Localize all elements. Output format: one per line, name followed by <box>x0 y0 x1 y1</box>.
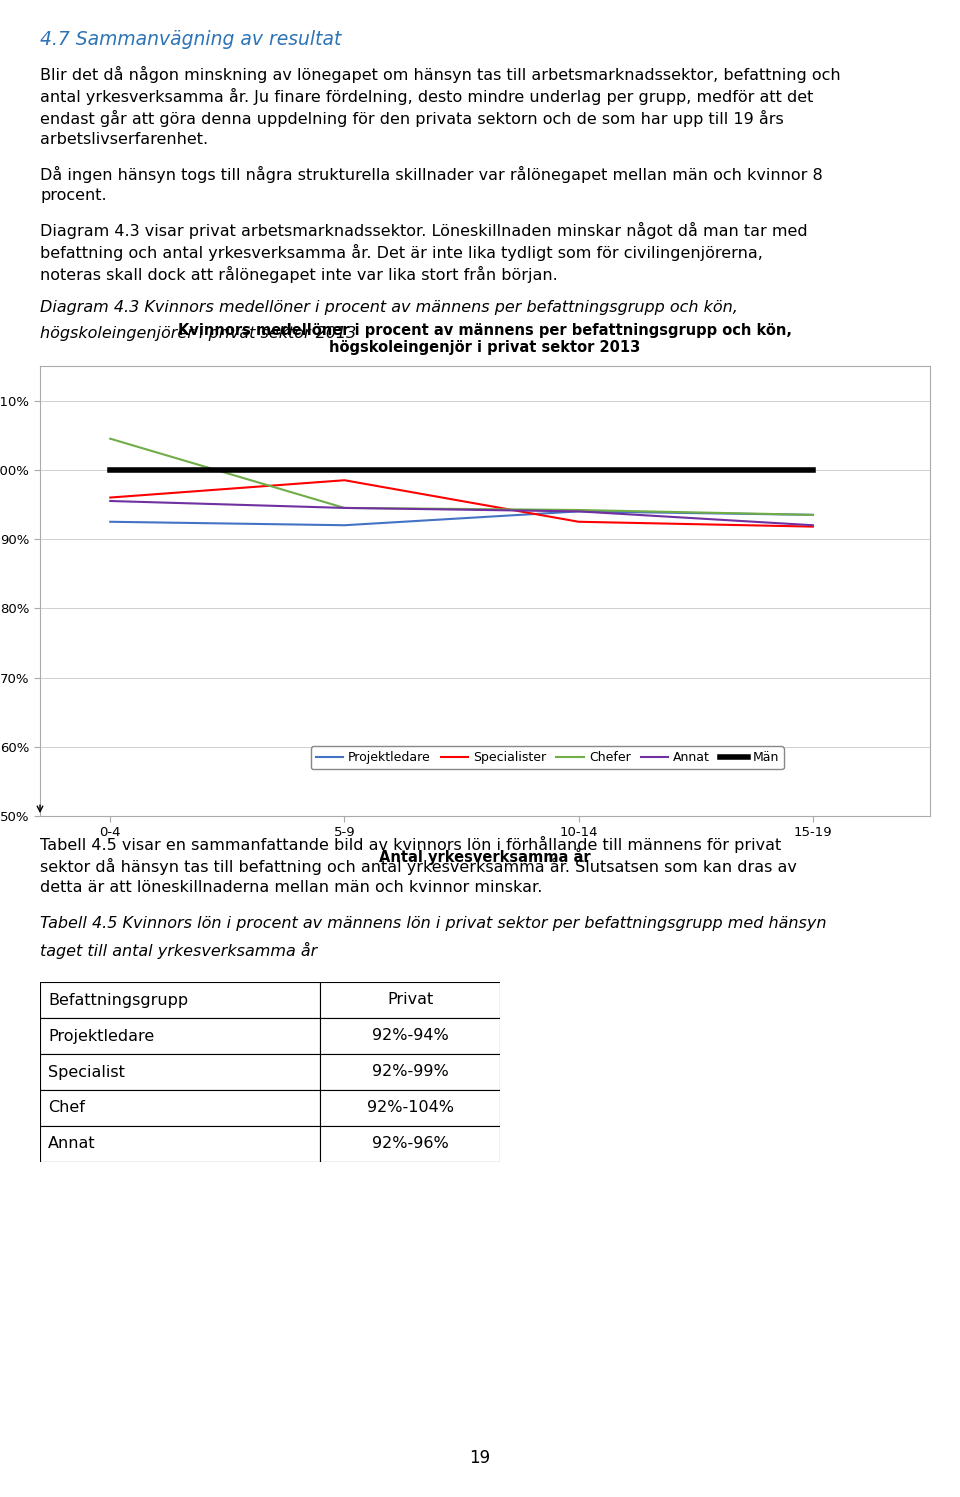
Text: Chef: Chef <box>48 1100 84 1115</box>
Projektledare <box>573 503 585 521</box>
Män <box>573 461 585 479</box>
Män <box>339 461 350 479</box>
Text: Projektledare: Projektledare <box>48 1028 155 1043</box>
Text: taget till antal yrkesverksamma år: taget till antal yrkesverksamma år <box>40 942 317 960</box>
Text: Då ingen hänsyn togs till några strukturella skillnader var rålönegapet mellan m: Då ingen hänsyn togs till några struktur… <box>40 166 823 183</box>
Bar <box>40 982 320 1018</box>
Projektledare <box>807 506 819 524</box>
Bar <box>320 982 500 1018</box>
Projektledare <box>105 513 116 531</box>
Title: Kvinnors medellöner i procent av männens per befattningsgrupp och kön,
högskolei: Kvinnors medellöner i procent av männens… <box>178 323 792 355</box>
Chefer <box>807 506 819 524</box>
Bar <box>320 1018 500 1054</box>
Annat <box>105 493 116 510</box>
Bar <box>40 1054 320 1090</box>
Chefer <box>339 499 350 516</box>
Text: Specialist: Specialist <box>48 1064 125 1079</box>
Text: Tabell 4.5 visar en sammanfattande bild av kvinnors lön i förhållande till männe: Tabell 4.5 visar en sammanfattande bild … <box>40 835 781 853</box>
Text: 92%-94%: 92%-94% <box>372 1028 448 1043</box>
Legend: Projektledare, Specialister, Chefer, Annat, Män: Projektledare, Specialister, Chefer, Ann… <box>311 746 784 769</box>
Text: 92%-104%: 92%-104% <box>367 1100 453 1115</box>
Text: noteras skall dock att rålönegapet inte var lika stort från början.: noteras skall dock att rålönegapet inte … <box>40 266 558 283</box>
Text: sektor då hänsyn tas till befattning och antal yrkesverksamma år. Slutsatsen som: sektor då hänsyn tas till befattning och… <box>40 858 797 876</box>
Text: 19: 19 <box>469 1449 491 1467</box>
Line: Annat: Annat <box>110 501 813 525</box>
Text: Privat: Privat <box>387 993 433 1007</box>
Annat <box>339 499 350 516</box>
Text: detta är att löneskillnaderna mellan män och kvinnor minskar.: detta är att löneskillnaderna mellan män… <box>40 880 542 895</box>
Projektledare <box>339 516 350 534</box>
Text: arbetslivserfarenhet.: arbetslivserfarenhet. <box>40 132 208 147</box>
Män <box>807 461 819 479</box>
Text: högskoleingenjörer i privat sektor 2013: högskoleingenjörer i privat sektor 2013 <box>40 326 356 341</box>
X-axis label: Antal yrkesverksamma år: Antal yrkesverksamma år <box>379 847 590 865</box>
Chefer <box>573 501 585 519</box>
Text: 92%-96%: 92%-96% <box>372 1136 448 1151</box>
Line: Chefer: Chefer <box>110 439 813 515</box>
Bar <box>320 1054 500 1090</box>
Line: Projektledare: Projektledare <box>110 512 813 525</box>
Text: antal yrkesverksamma år. Ju finare fördelning, desto mindre underlag per grupp, : antal yrkesverksamma år. Ju finare förde… <box>40 88 813 105</box>
Bar <box>40 1090 320 1126</box>
Annat <box>573 503 585 521</box>
Text: Diagram 4.3 Kvinnors medellöner i procent av männens per befattningsgrupp och kö: Diagram 4.3 Kvinnors medellöner i procen… <box>40 299 738 314</box>
Chefer <box>105 430 116 448</box>
Specialister <box>573 513 585 531</box>
Bar <box>320 1090 500 1126</box>
Bar <box>40 1126 320 1162</box>
Text: 4.7 Sammanvägning av resultat: 4.7 Sammanvägning av resultat <box>40 30 342 49</box>
Text: Blir det då någon minskning av lönegapet om hänsyn tas till arbetsmarknadssektor: Blir det då någon minskning av lönegapet… <box>40 66 841 82</box>
Specialister <box>807 518 819 536</box>
Annat <box>807 516 819 534</box>
Text: Tabell 4.5 Kvinnors lön i procent av männens lön i privat sektor per befattnings: Tabell 4.5 Kvinnors lön i procent av män… <box>40 916 827 931</box>
Line: Specialister: Specialister <box>110 481 813 527</box>
Specialister <box>339 472 350 490</box>
Bar <box>320 1126 500 1162</box>
Text: befattning och antal yrkesverksamma år. Det är inte lika tydligt som för civilin: befattning och antal yrkesverksamma år. … <box>40 244 763 260</box>
Text: Befattningsgrupp: Befattningsgrupp <box>48 993 188 1007</box>
Text: endast går att göra denna uppdelning för den privata sektorn och de som har upp : endast går att göra denna uppdelning för… <box>40 109 783 127</box>
Text: Annat: Annat <box>48 1136 96 1151</box>
Text: 92%-99%: 92%-99% <box>372 1064 448 1079</box>
Specialister <box>105 488 116 506</box>
Text: Diagram 4.3 visar privat arbetsmarknadssektor. Löneskillnaden minskar något då m: Diagram 4.3 visar privat arbetsmarknadss… <box>40 222 807 240</box>
Män <box>105 461 116 479</box>
Bar <box>40 1018 320 1054</box>
Text: procent.: procent. <box>40 189 107 204</box>
